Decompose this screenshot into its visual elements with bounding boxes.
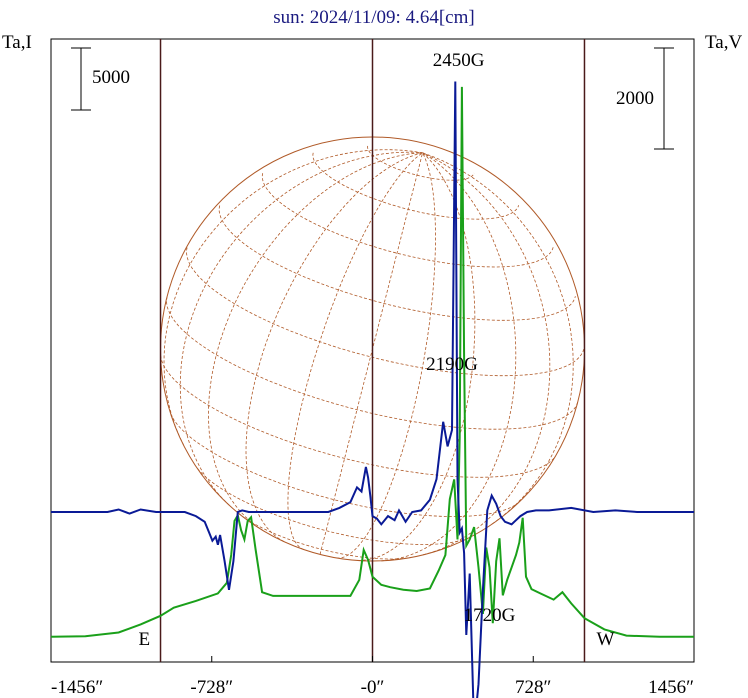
x-tick-label: -1456″ <box>51 677 103 698</box>
parallel-line <box>367 145 475 181</box>
limb-and-center-lines <box>159 39 586 662</box>
left-scale-bar: 5000 <box>71 47 130 111</box>
meridian-line <box>422 152 574 525</box>
meridian-line <box>422 152 551 556</box>
parallel-line <box>218 205 576 321</box>
parallel-line <box>166 296 579 430</box>
field-annotation: 1720G <box>464 605 516 626</box>
parallel-line <box>186 247 585 377</box>
meridian-line <box>208 152 423 531</box>
right-axis-label: Ta,V <box>705 32 742 53</box>
data-series <box>50 81 694 698</box>
field-annotation: 2190G <box>426 354 478 375</box>
x-tick-label: 1456″ <box>648 677 694 698</box>
field-annotation: 2450G <box>433 50 485 71</box>
parallel-line <box>170 413 519 517</box>
meridian-line <box>336 152 436 559</box>
meridian-line <box>163 149 423 446</box>
meridian-line <box>179 151 423 506</box>
parallel-line <box>160 355 556 478</box>
right-scale-value: 2000 <box>616 88 654 109</box>
annotations: E W 2450G 2190G 1720G <box>139 50 615 650</box>
right-scale-bar: 2000 <box>616 47 674 150</box>
x-tick-label: 728″ <box>515 677 551 698</box>
east-limb-label: E <box>139 629 151 650</box>
west-limb-label: W <box>596 629 614 650</box>
x-tick-label: -728″ <box>190 677 233 698</box>
left-scale-value: 5000 <box>92 67 130 88</box>
parallel-line <box>312 152 519 220</box>
x-axis-ticks: -1456″ -728″ -0″ 728″ 1456″ <box>50 656 695 698</box>
meridian-line <box>381 152 517 562</box>
parallel-line <box>238 513 412 560</box>
solar-disk <box>160 136 585 562</box>
left-axis-label: Ta,I <box>2 32 32 53</box>
parallel-line <box>261 173 554 268</box>
x-tick-label: -0″ <box>361 677 385 698</box>
meridian-line <box>319 152 423 555</box>
series-line-V <box>51 81 694 698</box>
parallel-line <box>197 468 469 545</box>
meridian-line <box>245 152 423 542</box>
meridian-line <box>357 152 476 561</box>
chart-title: sun: 2024/11/09: 4.64[cm] <box>273 7 474 28</box>
